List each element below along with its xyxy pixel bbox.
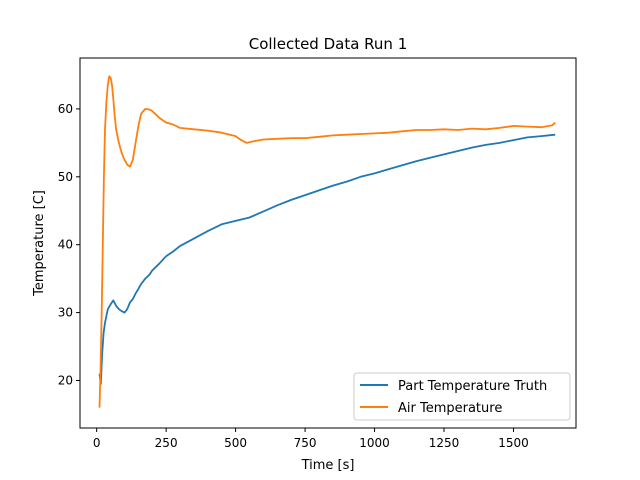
x-tick-label: 250 [155, 436, 178, 450]
plot-frame [79, 57, 577, 429]
series-line-air-temperature [98, 75, 556, 408]
y-axis-label: Temperature [C] [32, 190, 47, 297]
y-tick-label: 50 [58, 170, 73, 184]
series-layer [98, 75, 556, 408]
x-tick-label: 1000 [359, 436, 390, 450]
x-tick-label: 1500 [498, 436, 529, 450]
series-line-part-temperature-truth [98, 133, 556, 385]
legend-label-air-temperature: Air Temperature [398, 401, 502, 416]
x-axis-label: Time [s] [301, 458, 355, 473]
x-tick-label: 500 [224, 436, 247, 450]
legend-box [353, 372, 571, 421]
y-tick-label: 40 [58, 238, 73, 252]
y-axis: 20 30 40 50 60 [58, 102, 80, 387]
legend: Part Temperature Truth Air Temperature [353, 372, 571, 421]
x-axis: 0 250 500 750 1000 1250 1500 [93, 428, 529, 450]
chart-title: Collected Data Run 1 [249, 35, 408, 53]
legend-label-part-temperature: Part Temperature Truth [398, 379, 547, 394]
x-tick-label: 1250 [429, 436, 460, 450]
y-tick-label: 30 [58, 306, 73, 320]
y-tick-label: 60 [58, 102, 73, 116]
x-tick-label: 0 [93, 436, 101, 450]
y-tick-label: 20 [58, 373, 73, 387]
x-tick-label: 750 [294, 436, 317, 450]
